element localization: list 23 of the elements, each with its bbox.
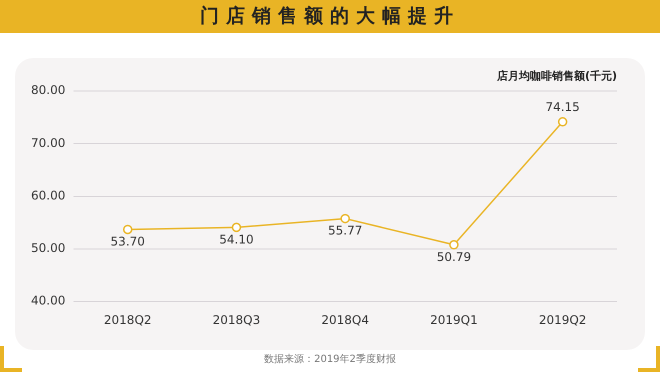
x-tick-label: 2019Q2	[538, 312, 586, 327]
y-tick-label: 80.00	[30, 83, 66, 98]
point	[122, 224, 132, 234]
data-label: 74.15	[545, 100, 580, 114]
point	[340, 214, 350, 224]
point	[449, 240, 459, 250]
point	[558, 117, 568, 127]
chart-title: 门店销售额的大幅提升	[0, 0, 660, 33]
x-tick-label: 2018Q4	[321, 312, 369, 327]
x-tick-label: 2019Q1	[430, 312, 478, 327]
y-tick-label: 60.00	[30, 188, 66, 202]
data-label: 53.70	[110, 234, 145, 249]
source-note: 数据来源：2019年2季度财报	[263, 352, 397, 366]
x-tick-label: 2018Q2	[104, 312, 152, 327]
y-tick-label: 40.00	[30, 294, 66, 308]
data-label: 54.10	[219, 232, 254, 246]
data-label: 55.77	[328, 224, 362, 238]
data-label: 50.79	[436, 250, 472, 264]
point	[232, 222, 242, 232]
x-tick-label: 2018Q3	[212, 312, 260, 327]
y-tick-label: 70.00	[30, 136, 66, 150]
y-tick-label: 50.00	[30, 241, 66, 256]
y-axis-title: 店月均咖啡销售额(千元)	[496, 69, 617, 82]
